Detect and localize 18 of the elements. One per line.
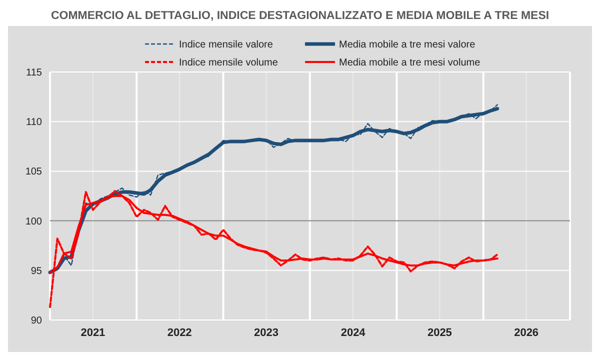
y-tick-label: 100 xyxy=(25,216,42,228)
legend-label: Indice mensile valore xyxy=(179,40,274,50)
line-series xyxy=(49,190,498,308)
y-tick-label: 115 xyxy=(26,68,42,78)
x-tick-label: 2023 xyxy=(254,327,278,339)
legend-label: Indice mensile volume xyxy=(179,58,278,68)
y-tick-label: 90 xyxy=(30,316,42,326)
legend-label: Media mobile a tre mesi valore xyxy=(339,40,476,50)
legend-label: Media mobile a tre mesi volume xyxy=(339,58,481,68)
y-tick-label: 110 xyxy=(26,117,42,128)
y-tick-label: 105 xyxy=(25,166,42,178)
y-tick-label: 95 xyxy=(30,266,42,277)
chart-title: COMMERCIO AL DETTAGLIO, INDICE DESTAGIONALIZZATO E MEDIA MOBILE A TRE MESI xyxy=(50,10,550,22)
x-tick-label: 2026 xyxy=(514,327,539,339)
x-tick-label: 2025 xyxy=(427,327,452,339)
x-tick-label: 2021 xyxy=(80,327,106,339)
x-tick-label: 2024 xyxy=(340,327,366,339)
x-tick-label: 2022 xyxy=(167,327,192,339)
